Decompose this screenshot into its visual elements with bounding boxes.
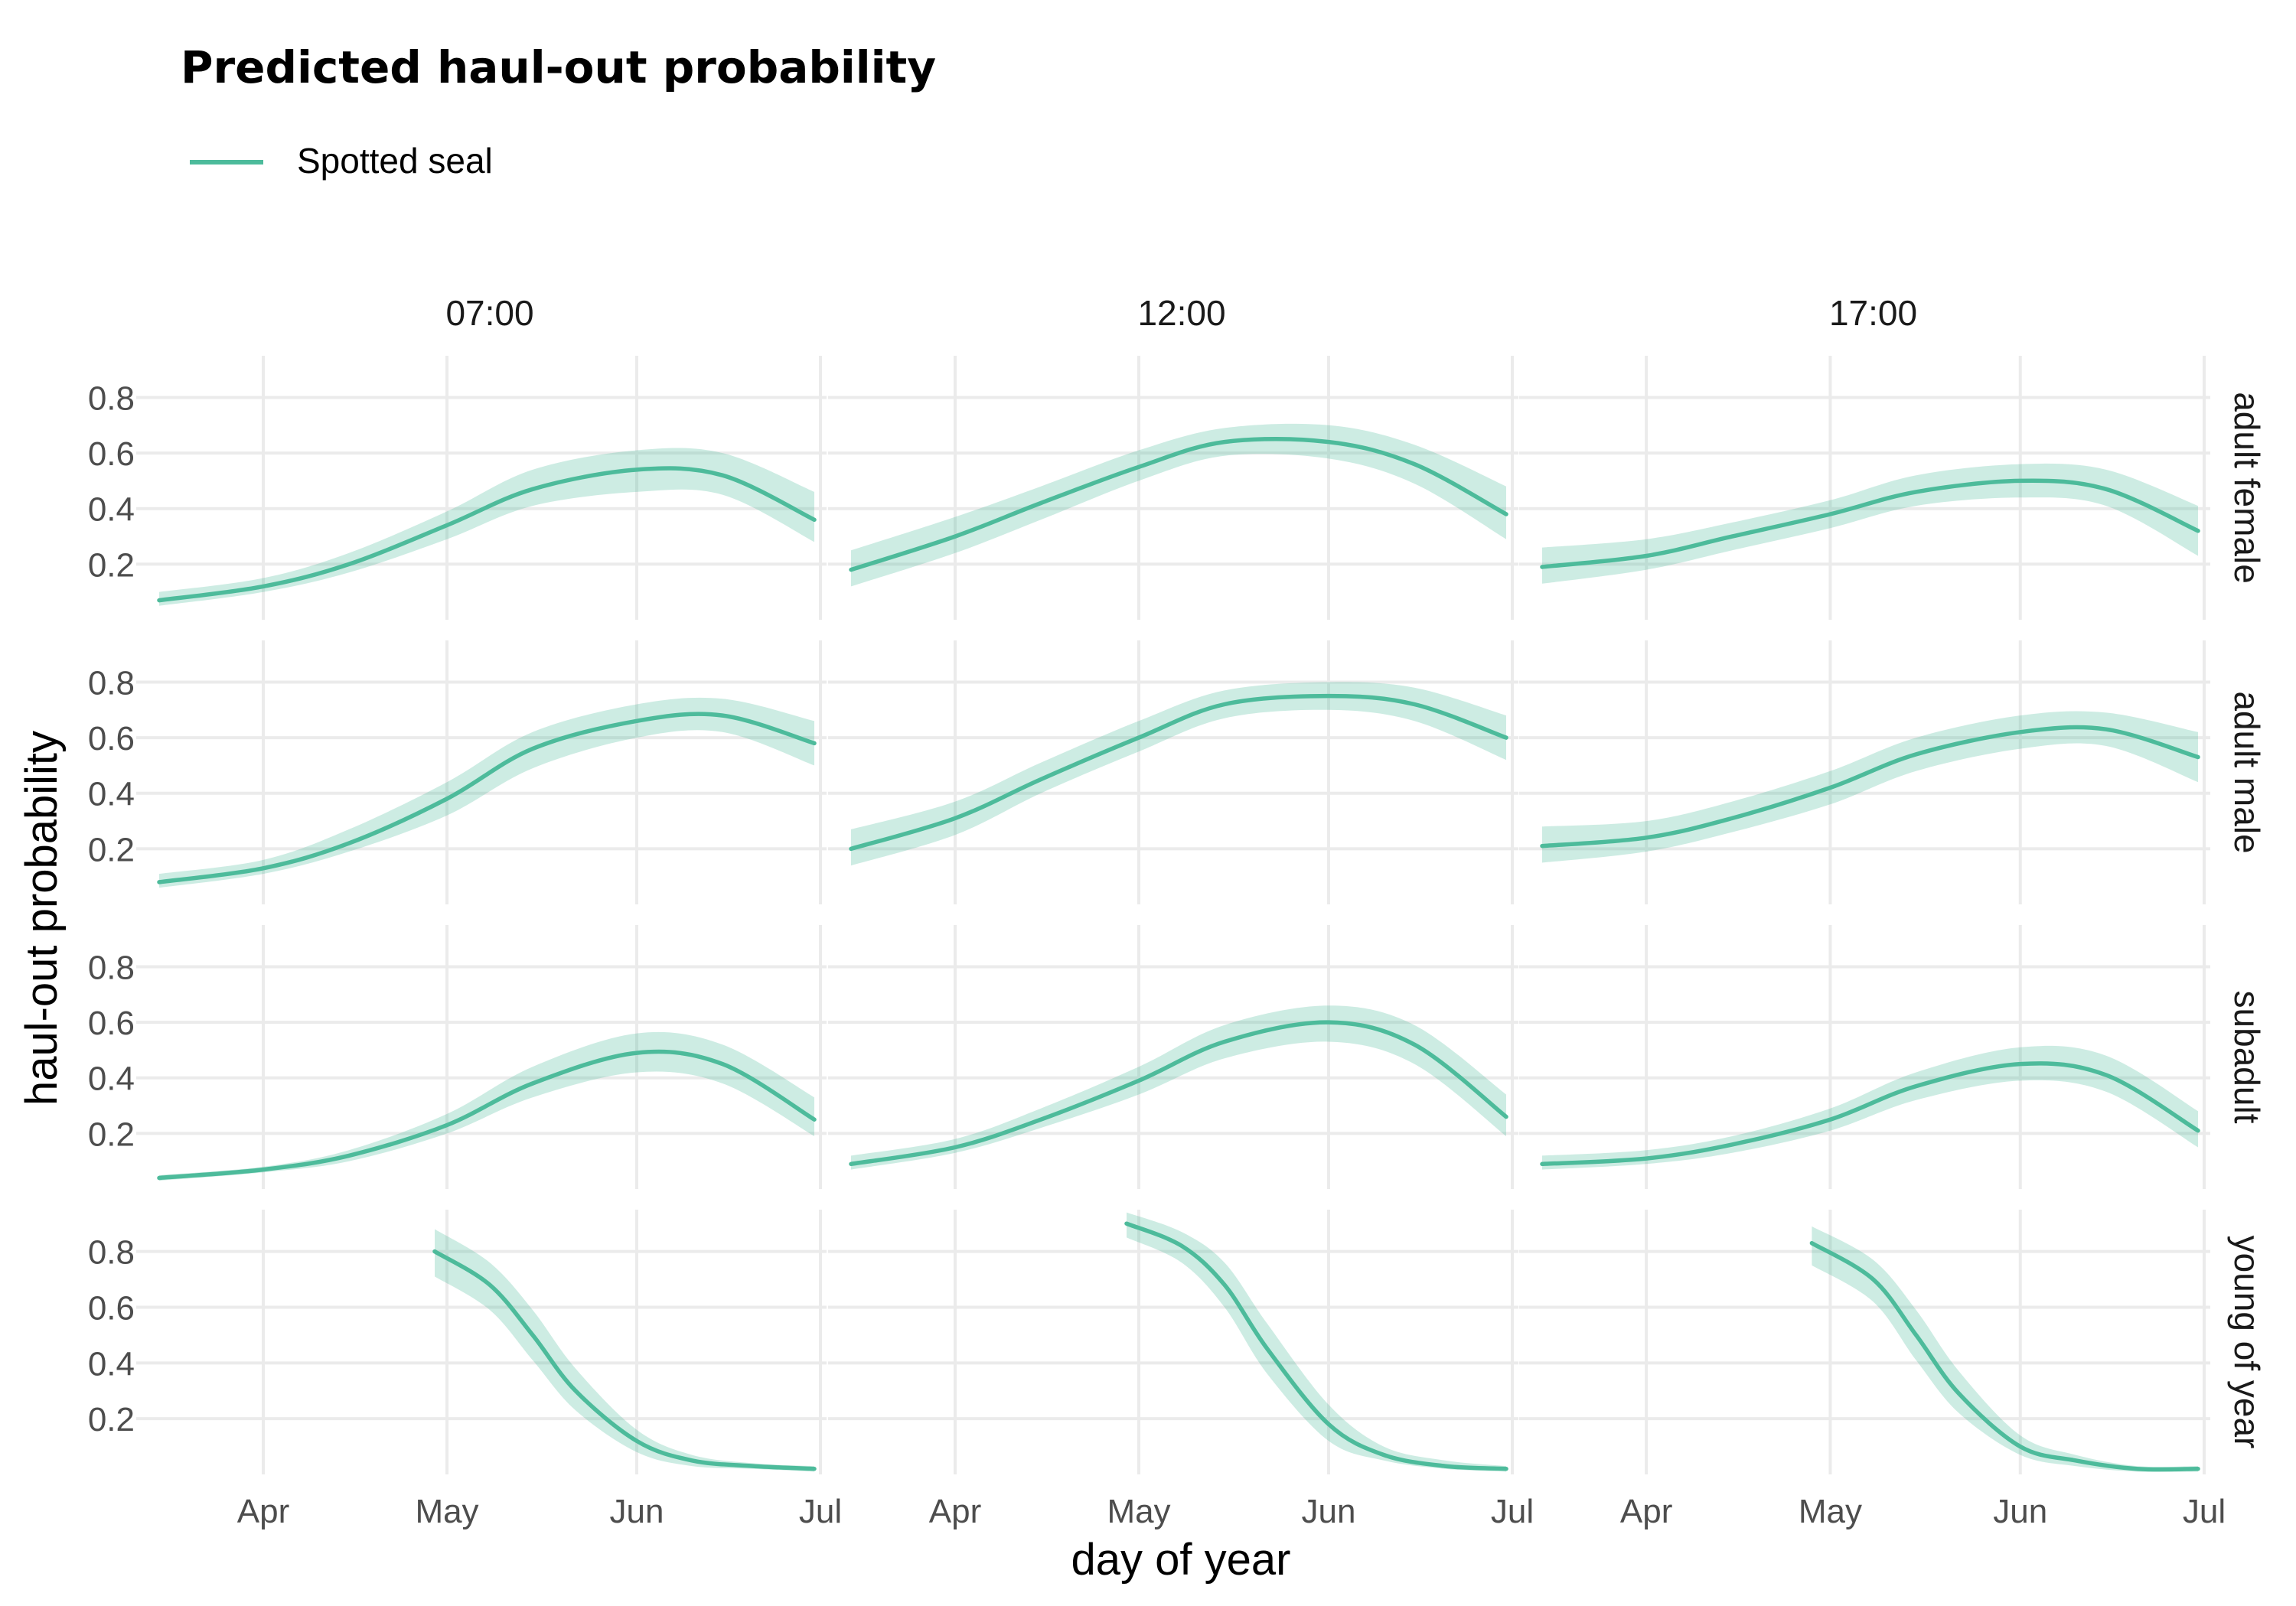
facet-column-label-12-00: 12:00 (1137, 293, 1225, 333)
ribbon-adult-female-17-00 (1542, 463, 2198, 584)
facet-row-label-adult-male: adult male (2227, 691, 2267, 853)
series-line-adult-male-17-00 (1540, 725, 2200, 849)
x-tick-label-apr: Apr (929, 1493, 981, 1530)
y-tick-label: 0.4 (88, 1060, 135, 1098)
series-line-adult-female-17-00 (1540, 478, 2200, 569)
y-tick-label: 0.8 (88, 664, 135, 702)
series-line-adult-female-12-00 (849, 436, 1508, 572)
series-line-subadult-12-00 (849, 1020, 1508, 1167)
facet-column-label-17-00: 17:00 (1829, 293, 1917, 333)
y-tick-label: 0.6 (88, 1005, 135, 1042)
y-tick-label: 0.8 (88, 949, 135, 986)
ribbon-adult-male-07-00 (159, 697, 814, 888)
series-line-adult-female-07-00 (157, 466, 817, 603)
y-tick-label: 0.8 (88, 1234, 135, 1272)
x-tick-label-may: May (1799, 1493, 1862, 1530)
y-tick-label: 0.8 (88, 380, 135, 417)
series-line-subadult-07-00 (157, 1049, 817, 1181)
series-line-adult-male-07-00 (157, 712, 817, 884)
line-layer (157, 436, 2200, 1472)
ribbon-young-of-year-12-00 (1127, 1212, 1506, 1472)
x-tick-label-may: May (415, 1493, 478, 1530)
series-line-subadult-17-00 (1540, 1061, 2200, 1167)
y-tick-label: 0.2 (88, 1116, 135, 1153)
series-line-young-of-year-17-00 (1809, 1240, 2200, 1472)
facet-strips: 07:00 12:00 17:00 adult female adult male sub… (445, 293, 2267, 1448)
x-tick-label-jul: Jul (1491, 1493, 1534, 1530)
series-line-young-of-year-07-00 (432, 1249, 817, 1471)
x-tick-labels: Apr May Jun Jul Apr May Jun Jul Apr May Jun Jul (237, 1493, 2226, 1530)
chart-title: Predicted haul-out probability (181, 41, 936, 93)
ribbon-adult-female-07-00 (159, 448, 814, 606)
series-line-young-of-year-12-00 (1124, 1221, 1508, 1471)
series-line-adult-male-12-00 (849, 693, 1508, 852)
ribbon-adult-female-12-00 (851, 423, 1506, 587)
y-tick-label: 0.4 (88, 1345, 135, 1383)
legend: Spotted seal (190, 141, 493, 181)
y-axis-title: haul-out probability (17, 731, 67, 1106)
y-tick-label: 0.6 (88, 720, 135, 757)
y-tick-label: 0.4 (88, 776, 135, 813)
ribbon-young-of-year-17-00 (1812, 1226, 2198, 1472)
x-tick-label-jun: Jun (1302, 1493, 1356, 1530)
y-tick-label: 0.6 (88, 1289, 135, 1327)
facet-row-label-young-of-year: young of year (2227, 1236, 2267, 1449)
facet-row-label-subadult: subadult (2227, 991, 2267, 1124)
legend-label-spotted-seal: Spotted seal (297, 141, 493, 181)
facet-row-label-adult-female: adult female (2227, 392, 2267, 584)
ribbon-young-of-year-07-00 (435, 1229, 814, 1472)
y-tick-labels: 0.2 0.4 0.6 0.8 0.2 0.4 0.6 0.8 0.2 0.4 0.6 0.8 0.2 0… (88, 380, 135, 1438)
x-axis-title: day of year (1071, 1535, 1291, 1585)
x-tick-label-jun: Jun (610, 1493, 664, 1530)
y-tick-label: 0.2 (88, 831, 135, 868)
x-tick-label-may: May (1107, 1493, 1170, 1530)
y-tick-label: 0.2 (88, 1401, 135, 1438)
x-tick-label-jun: Jun (1993, 1493, 2047, 1530)
x-tick-label-apr: Apr (1620, 1493, 1672, 1530)
x-tick-label-jul: Jul (799, 1493, 842, 1530)
x-tick-label-apr: Apr (237, 1493, 289, 1530)
y-tick-label: 0.6 (88, 435, 135, 473)
y-tick-label: 0.4 (88, 491, 135, 529)
ribbon-subadult-17-00 (1542, 1045, 2198, 1170)
y-tick-label: 0.2 (88, 546, 135, 584)
x-tick-label-jul: Jul (2183, 1493, 2226, 1530)
facet-column-label-07-00: 07:00 (445, 293, 533, 333)
